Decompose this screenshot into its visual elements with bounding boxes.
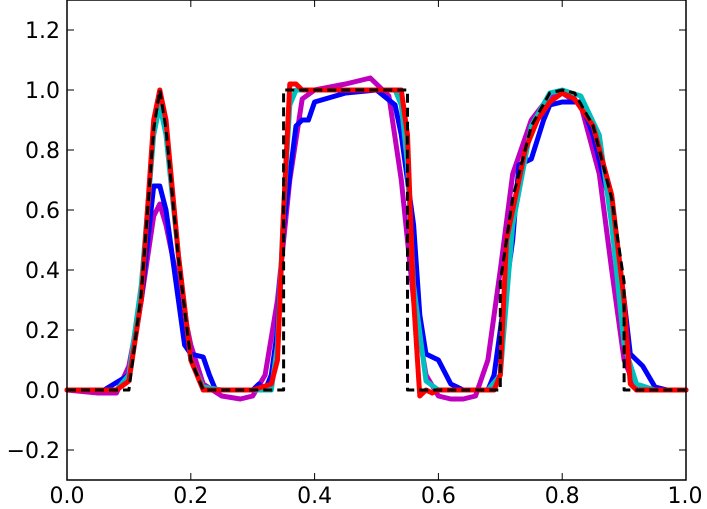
series-line-4 bbox=[67, 88, 686, 392]
y-tick-label: 0.4 bbox=[25, 259, 60, 284]
y-tick-label: 1.2 bbox=[25, 19, 60, 44]
y-tick-label: 0.2 bbox=[25, 319, 60, 344]
y-tick-label: 1.0 bbox=[25, 79, 60, 104]
x-tick-label: 0.0 bbox=[50, 484, 85, 509]
series-layer bbox=[64, 75, 689, 402]
y-tick-labels: −0.2 0.0 0.2 0.4 0.6 0.8 1.0 1.2 bbox=[7, 19, 60, 464]
y-tick-label: −0.2 bbox=[7, 439, 60, 464]
y-tick-label: 0.6 bbox=[25, 199, 60, 224]
x-tick-label: 0.6 bbox=[421, 484, 456, 509]
plot-background bbox=[67, 0, 686, 480]
y-tick-label: 0.0 bbox=[25, 379, 60, 404]
x-tick-labels: 0.0 0.2 0.4 0.6 0.8 1.0 bbox=[50, 484, 703, 509]
y-tick-label: 0.8 bbox=[25, 139, 60, 164]
x-tick-label: 0.4 bbox=[297, 484, 332, 509]
x-tick-label: 0.8 bbox=[545, 484, 580, 509]
plot-frame bbox=[66, 0, 687, 481]
x-tick-label: 0.2 bbox=[173, 484, 208, 509]
x-tick-label: 1.0 bbox=[668, 484, 703, 509]
